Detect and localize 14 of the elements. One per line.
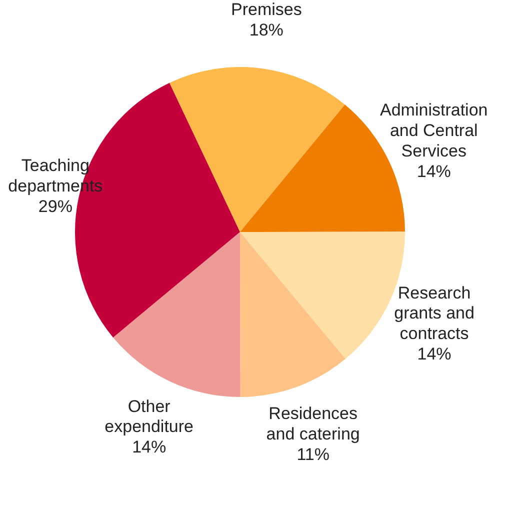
slice-label: Premises	[230, 0, 302, 19]
data-label: 29%	[38, 197, 72, 216]
slice-label: Residences and catering	[266, 404, 360, 444]
slice-label: Other expenditure	[104, 396, 194, 436]
data-label: 14%	[417, 344, 452, 364]
data-label: 18%	[249, 20, 284, 40]
data-label: 14%	[132, 438, 166, 457]
pie-slice	[240, 232, 346, 397]
pie-slice	[169, 67, 345, 232]
data-label: 14%	[416, 162, 451, 181]
data-label: 11%	[296, 445, 330, 464]
slice-label: Research grants and contracts	[394, 283, 474, 344]
slice-label: Administration and Central Services	[380, 100, 488, 160]
pie-slice	[113, 232, 240, 397]
